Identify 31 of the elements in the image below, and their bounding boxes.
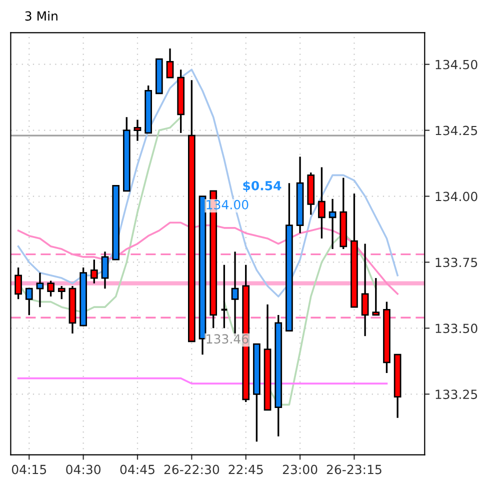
x-tick-label: 04:45	[120, 464, 154, 474]
chart-title: 3 Min	[25, 11, 58, 21]
candlestick	[101, 250, 109, 290]
x-tick-label: 04:30	[66, 464, 100, 474]
candlestick	[47, 280, 54, 298]
candlestick	[90, 258, 98, 284]
candlestick	[36, 272, 44, 308]
candlestick	[134, 118, 142, 142]
y-tick-label: 133.75	[436, 258, 478, 268]
y-tick-label: 134.25	[436, 126, 478, 136]
x-tick-label: 22:45	[228, 464, 263, 474]
candlestick	[372, 277, 380, 316]
y-tick-label: 134.50	[436, 60, 478, 70]
candlestick	[58, 285, 66, 300]
y-tick-label: 133.50	[436, 324, 478, 334]
x-tick-label: 26-23:15	[326, 464, 382, 474]
candlestick	[328, 198, 336, 250]
y-tick-label: 133.25	[436, 390, 478, 400]
candlestick	[318, 166, 326, 240]
y-tick-label: 134.00	[436, 192, 478, 202]
candlestick	[14, 266, 22, 300]
x-tick-label: 23:00	[282, 464, 318, 474]
candlestick	[361, 242, 369, 337]
candlestick	[25, 288, 33, 316]
candlestick	[220, 264, 228, 330]
annotation: 134.00	[206, 200, 248, 210]
x-tick-label: 26-22:30	[164, 464, 220, 474]
line-series	[17, 68, 398, 298]
candlestick	[166, 48, 174, 78]
x-tick-label: 04:15	[12, 464, 46, 474]
annotation: $0.54	[243, 180, 282, 192]
